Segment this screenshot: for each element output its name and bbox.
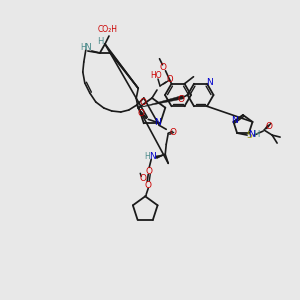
Text: H: H bbox=[97, 38, 103, 46]
Polygon shape bbox=[139, 95, 184, 108]
Text: O: O bbox=[167, 74, 173, 83]
Text: N: N bbox=[84, 43, 91, 52]
Text: O: O bbox=[160, 63, 167, 72]
Text: H: H bbox=[80, 43, 86, 52]
Text: O: O bbox=[266, 122, 273, 130]
Text: O: O bbox=[138, 109, 145, 118]
Text: H: H bbox=[144, 152, 150, 161]
Text: N: N bbox=[231, 116, 238, 125]
Text: O: O bbox=[177, 95, 184, 104]
Text: O: O bbox=[145, 181, 152, 190]
Text: N: N bbox=[206, 78, 212, 87]
Text: O: O bbox=[146, 167, 153, 176]
Polygon shape bbox=[156, 154, 165, 159]
Text: O: O bbox=[170, 128, 177, 137]
Text: O: O bbox=[140, 174, 147, 183]
Text: O: O bbox=[139, 98, 146, 107]
Text: HO: HO bbox=[150, 70, 162, 80]
Text: S: S bbox=[246, 130, 252, 140]
Text: N: N bbox=[154, 118, 160, 127]
Text: CO₂H: CO₂H bbox=[98, 26, 118, 34]
Text: N: N bbox=[149, 152, 156, 161]
Text: N: N bbox=[248, 130, 254, 139]
Text: H: H bbox=[253, 130, 259, 139]
